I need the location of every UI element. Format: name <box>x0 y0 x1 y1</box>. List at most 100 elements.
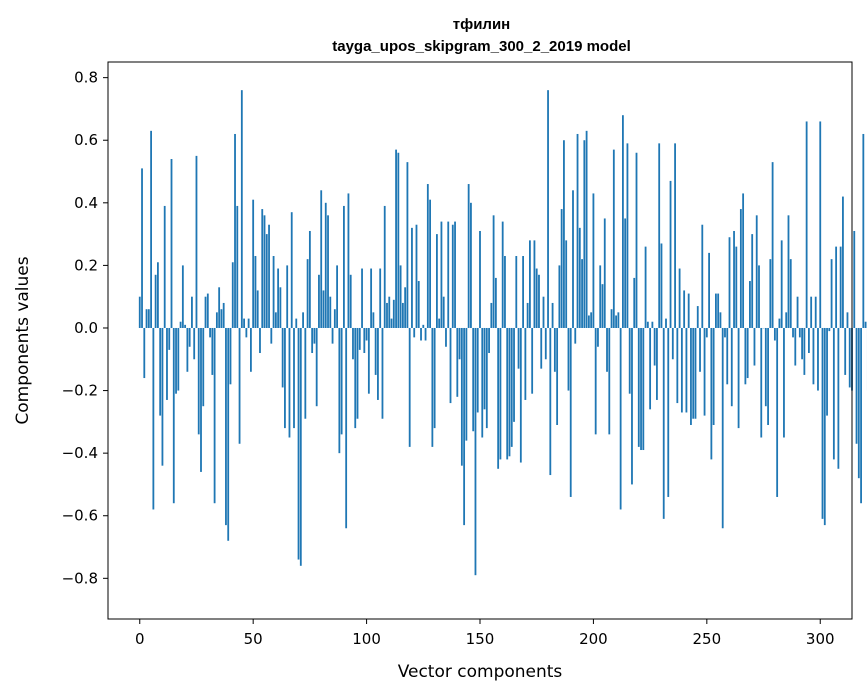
bar <box>383 205 386 328</box>
bar <box>690 327 692 425</box>
bar <box>211 327 214 375</box>
bar <box>179 321 182 328</box>
chart-subtitle: tayga_upos_skipgram_300_2_2019 model <box>332 38 631 55</box>
bar <box>485 327 488 429</box>
bar <box>701 224 704 328</box>
bar <box>835 246 838 328</box>
bar <box>794 327 797 366</box>
bar <box>857 327 860 479</box>
bar <box>506 327 509 460</box>
bar <box>622 115 624 328</box>
bar <box>392 299 395 328</box>
bar <box>166 327 168 400</box>
bar <box>785 312 788 328</box>
bar <box>293 327 295 429</box>
bar <box>286 265 289 328</box>
bar <box>188 327 191 347</box>
bar <box>519 327 522 463</box>
bar <box>186 327 189 372</box>
bar <box>739 209 742 328</box>
bar <box>361 268 363 328</box>
bar <box>744 327 747 385</box>
bar <box>215 312 218 328</box>
bar <box>708 252 710 328</box>
bar <box>420 327 422 341</box>
bar <box>587 315 590 328</box>
bar <box>288 327 291 438</box>
bar <box>417 281 420 328</box>
bar <box>426 184 429 328</box>
bar <box>436 234 438 328</box>
bar <box>209 327 211 338</box>
bar <box>553 327 556 372</box>
plot-area-frame <box>107 61 853 620</box>
bar <box>311 327 314 354</box>
bar <box>445 327 447 347</box>
bar <box>476 327 479 413</box>
bar <box>853 230 856 328</box>
bar <box>143 327 146 379</box>
bar <box>581 259 583 328</box>
bar <box>304 327 307 419</box>
bar <box>699 327 701 372</box>
bar <box>358 327 361 350</box>
y-tick-label: 0.6 <box>74 131 98 149</box>
bar <box>538 274 540 328</box>
bar <box>220 309 223 328</box>
bar <box>565 240 568 328</box>
bar <box>626 143 629 328</box>
bar <box>440 221 443 328</box>
bar <box>533 240 536 328</box>
bar <box>236 205 239 328</box>
bar <box>563 140 565 328</box>
bar <box>397 152 400 328</box>
bar <box>524 327 527 400</box>
bar <box>685 327 688 413</box>
bar <box>796 296 799 328</box>
bar <box>175 327 177 394</box>
bar <box>585 130 588 328</box>
bar <box>832 327 835 460</box>
bar <box>760 327 763 438</box>
bar <box>730 327 733 407</box>
bar <box>499 327 502 460</box>
bar <box>433 327 436 429</box>
bar <box>168 327 171 350</box>
bar <box>839 246 842 328</box>
bar <box>828 327 831 332</box>
bar <box>653 327 656 366</box>
bar <box>674 143 676 328</box>
bar <box>272 256 275 328</box>
bar <box>617 312 620 328</box>
bar <box>792 327 794 338</box>
bar <box>749 281 751 328</box>
bar <box>735 246 738 328</box>
y-axis-label: Components values <box>13 256 33 424</box>
bar <box>810 296 813 328</box>
bar <box>522 256 524 328</box>
bar <box>544 327 547 360</box>
bar <box>592 193 595 328</box>
bar <box>438 318 441 328</box>
bar <box>343 205 345 328</box>
bar <box>274 312 277 328</box>
bar <box>401 302 404 328</box>
y-axis-ticks: −0.8 −0.6 −0.4 −0.2 0.0 0.2 0.4 0.6 0.8 <box>62 69 108 587</box>
bar <box>442 296 445 328</box>
bar <box>349 274 352 328</box>
bar <box>377 327 379 400</box>
bar <box>758 265 760 328</box>
bar <box>411 227 413 328</box>
bar <box>826 327 828 416</box>
bar <box>783 327 785 438</box>
bar <box>529 240 531 328</box>
y-tick-label: 0.2 <box>74 256 98 274</box>
bar <box>671 327 674 360</box>
bar <box>651 321 654 328</box>
bar <box>603 218 606 328</box>
bar <box>200 327 202 472</box>
bar <box>569 327 572 497</box>
bar <box>576 133 579 328</box>
bar <box>415 224 418 328</box>
